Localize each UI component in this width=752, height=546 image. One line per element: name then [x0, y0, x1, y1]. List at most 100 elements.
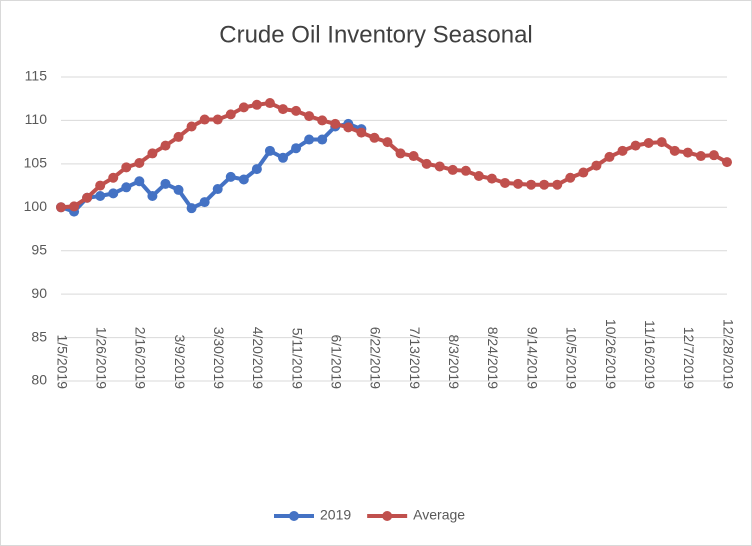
data-point — [500, 177, 510, 188]
x-tick-label: 3/30/2019 — [211, 327, 227, 389]
data-point — [317, 115, 328, 126]
data-point — [617, 145, 628, 156]
x-tick-label: 10/5/2019 — [564, 327, 580, 389]
y-tick-label: 100 — [24, 198, 48, 214]
data-point — [317, 134, 328, 145]
x-tick-label: 12/28/2019 — [720, 319, 736, 389]
data-point — [212, 184, 223, 195]
data-point — [238, 174, 249, 185]
x-tick-label: 10/26/2019 — [603, 319, 619, 389]
chart-title: Crude Oil Inventory Seasonal — [219, 21, 533, 48]
data-point — [199, 114, 210, 125]
data-point — [173, 184, 184, 195]
data-point — [526, 179, 537, 190]
data-point — [121, 182, 132, 193]
data-point — [591, 160, 602, 171]
data-point — [682, 147, 693, 158]
data-point — [708, 150, 719, 161]
data-point — [656, 137, 667, 148]
data-point — [513, 178, 524, 189]
x-tick-label: 5/11/2019 — [289, 328, 305, 389]
data-point — [160, 140, 171, 151]
y-tick-label: 105 — [24, 155, 48, 171]
data-point — [238, 102, 249, 113]
data-point — [486, 173, 497, 184]
y-tick-label: 85 — [31, 328, 47, 344]
data-point — [291, 143, 302, 154]
data-point — [82, 192, 93, 203]
data-point — [147, 148, 158, 159]
data-point — [186, 121, 197, 132]
data-point — [630, 140, 641, 151]
data-point — [565, 172, 576, 183]
x-tick-label: 11/16/2019 — [642, 320, 658, 389]
data-point — [173, 131, 184, 142]
y-tick-label: 95 — [31, 241, 47, 257]
data-point — [408, 151, 419, 162]
data-point — [134, 176, 145, 187]
data-point — [264, 145, 275, 156]
data-point — [251, 164, 262, 175]
data-point — [552, 179, 563, 190]
x-tick-label: 4/20/2019 — [250, 327, 266, 389]
data-point — [643, 138, 654, 149]
data-point — [278, 104, 288, 115]
data-point — [225, 171, 236, 182]
data-point — [56, 202, 66, 213]
data-point — [95, 190, 106, 201]
data-point — [330, 118, 341, 129]
series-line — [60, 101, 728, 210]
data-point — [147, 190, 158, 201]
legend-label: Average — [413, 507, 465, 523]
legend-label: 2019 — [320, 507, 351, 523]
data-point — [578, 167, 589, 178]
data-point — [212, 114, 223, 125]
data-point — [356, 127, 367, 138]
x-tick-label: 9/14/2019 — [524, 327, 540, 389]
data-point — [539, 179, 550, 190]
data-point — [225, 109, 236, 120]
data-point — [251, 99, 262, 110]
data-point — [460, 165, 471, 176]
legend-marker — [289, 511, 299, 521]
y-tick-label: 110 — [25, 111, 48, 127]
data-point — [304, 134, 315, 145]
data-point — [343, 122, 354, 133]
data-point — [160, 178, 171, 189]
y-tick-label: 115 — [25, 68, 48, 84]
data-point — [108, 172, 119, 183]
legend-marker — [382, 511, 393, 521]
data-point — [369, 132, 380, 143]
x-tick-label: 8/24/2019 — [485, 327, 501, 389]
x-tick-label: 2/16/2019 — [133, 327, 149, 389]
data-point — [473, 171, 484, 182]
data-point — [434, 161, 445, 172]
x-tick-label: 6/22/2019 — [368, 327, 384, 389]
data-point — [695, 151, 706, 162]
data-point — [722, 157, 732, 168]
data-point — [264, 98, 275, 109]
data-point — [291, 105, 302, 116]
x-tick-label: 1/26/2019 — [93, 327, 109, 389]
x-tick-label: 6/1/2019 — [329, 335, 345, 390]
data-point — [278, 152, 288, 163]
data-point — [669, 145, 680, 156]
y-tick-label: 80 — [31, 372, 47, 388]
data-point — [108, 188, 119, 199]
data-point — [186, 203, 197, 214]
data-point — [121, 162, 132, 173]
x-tick-label: 1/5/2019 — [54, 335, 70, 390]
x-tick-label: 3/9/2019 — [172, 335, 188, 390]
data-point — [95, 180, 106, 191]
data-point — [447, 164, 458, 175]
data-point — [382, 137, 393, 148]
x-tick-label: 12/7/2019 — [681, 327, 697, 389]
data-point — [134, 157, 145, 168]
data-point — [604, 151, 615, 162]
data-point — [395, 148, 406, 159]
data-point — [199, 197, 210, 208]
data-point — [421, 158, 432, 169]
